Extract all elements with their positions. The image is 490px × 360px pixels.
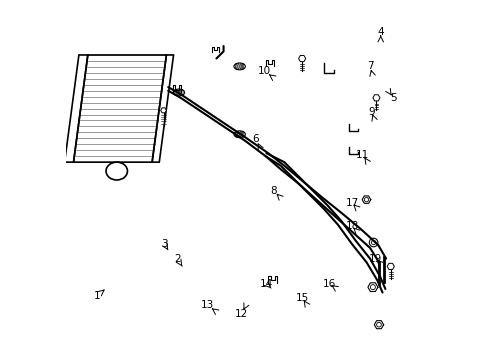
Polygon shape — [387, 264, 394, 270]
Text: 14: 14 — [260, 279, 273, 289]
Text: 2: 2 — [174, 253, 180, 264]
Text: 18: 18 — [345, 221, 359, 231]
Text: 3: 3 — [161, 239, 168, 249]
Text: 17: 17 — [345, 198, 359, 208]
Text: 10: 10 — [258, 66, 271, 76]
Text: 15: 15 — [295, 293, 309, 303]
Text: 12: 12 — [235, 309, 248, 319]
Text: 4: 4 — [377, 27, 384, 37]
Text: 13: 13 — [201, 300, 214, 310]
Text: 6: 6 — [252, 134, 259, 144]
Text: 9: 9 — [368, 107, 375, 117]
Text: 11: 11 — [356, 150, 369, 160]
Polygon shape — [298, 55, 306, 62]
Text: 16: 16 — [322, 279, 336, 289]
Text: 5: 5 — [390, 93, 396, 103]
Polygon shape — [373, 95, 380, 101]
Polygon shape — [161, 108, 167, 113]
Text: 1: 1 — [94, 291, 100, 301]
Text: 7: 7 — [367, 61, 373, 71]
Text: 19: 19 — [369, 253, 382, 264]
Text: 8: 8 — [270, 186, 277, 196]
